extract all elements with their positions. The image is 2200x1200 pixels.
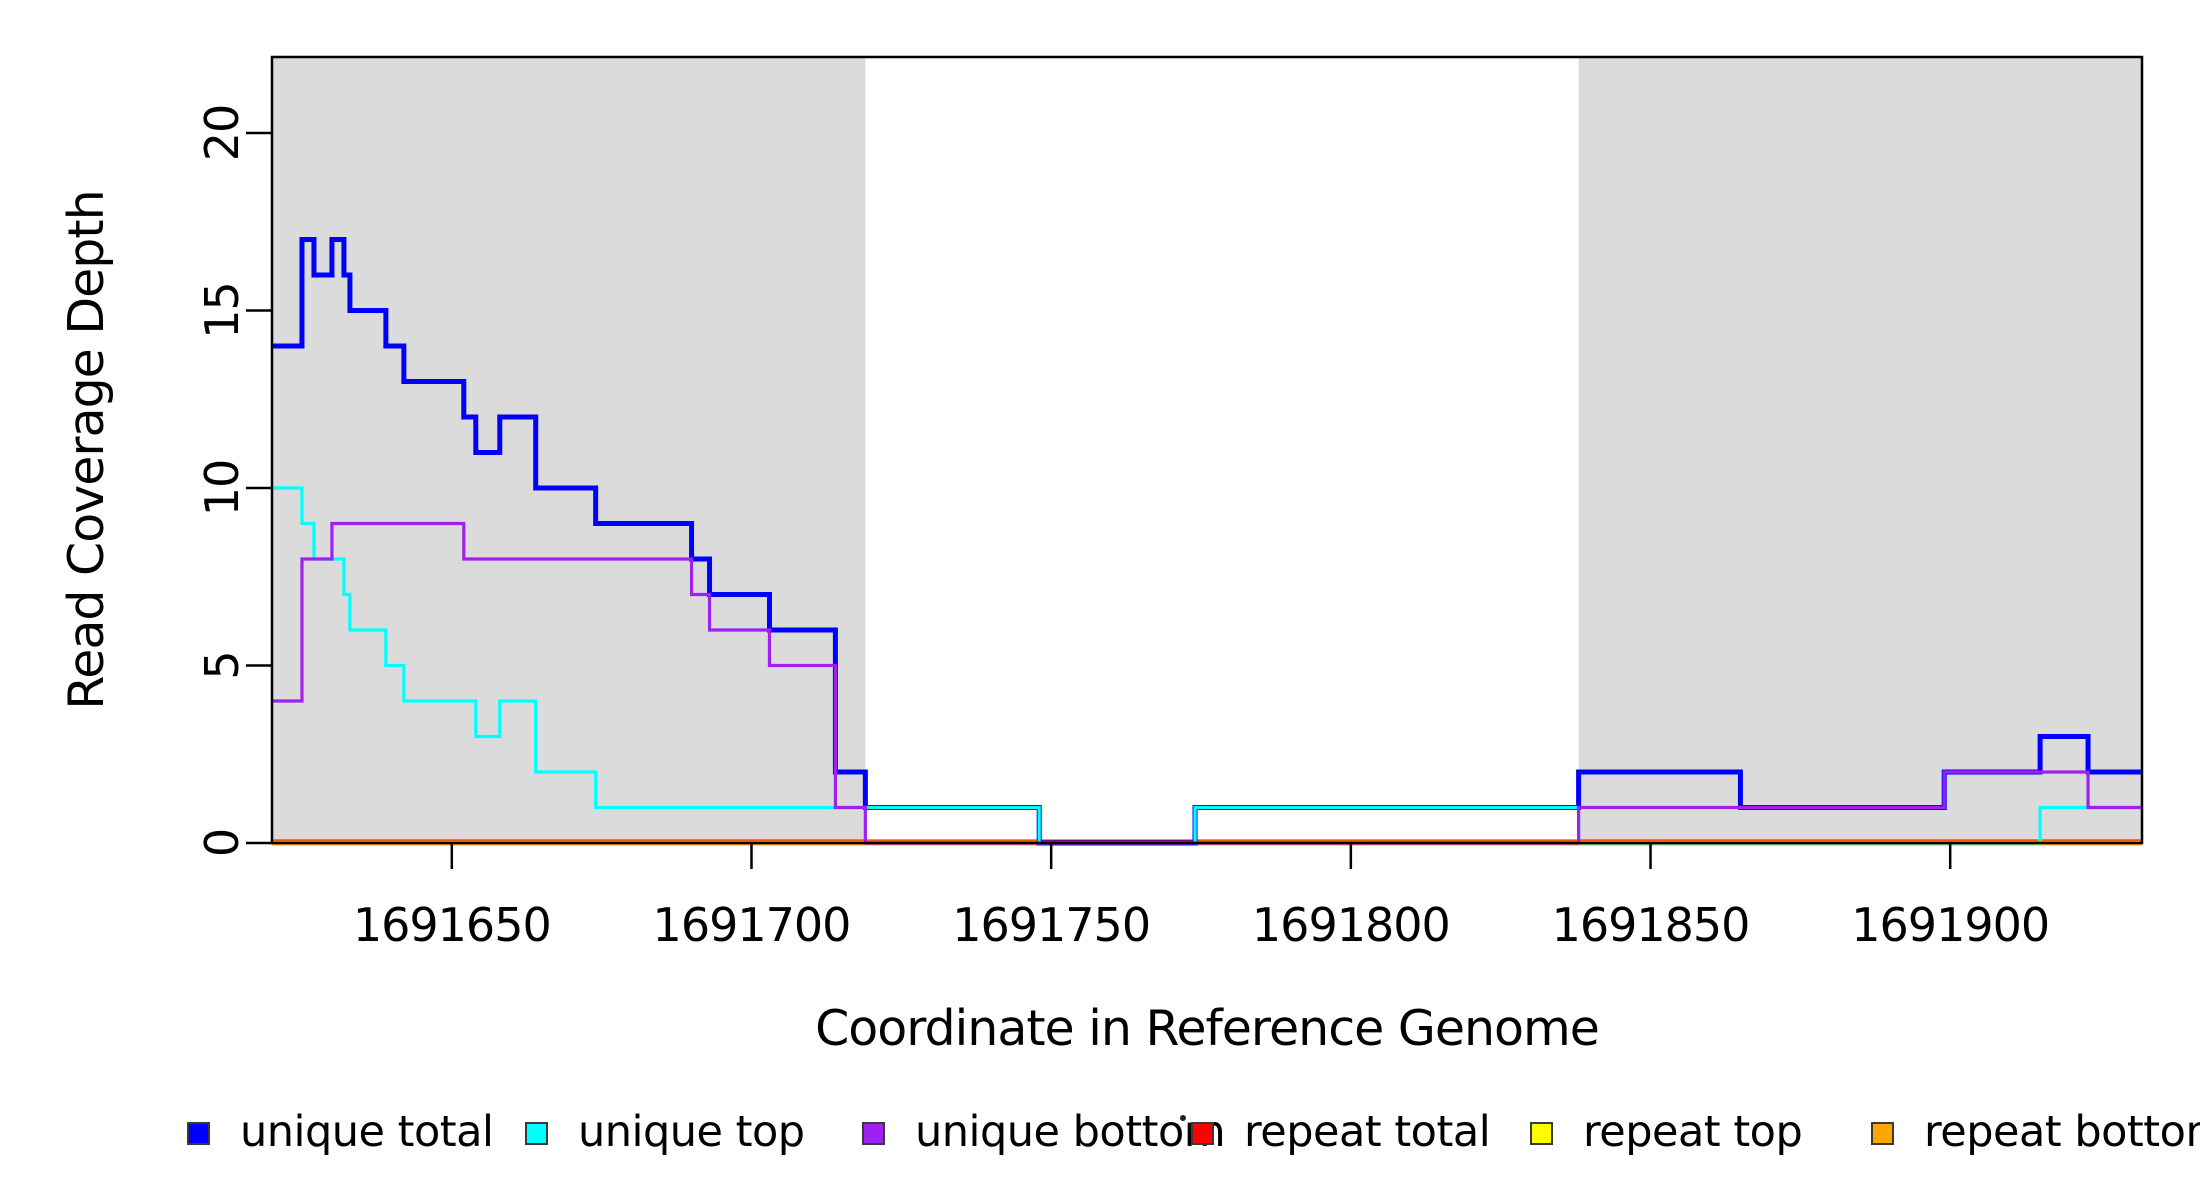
legend-label: unique bottom	[915, 1107, 1225, 1157]
y-tick-label: 20	[195, 105, 249, 162]
legend-label: unique total	[240, 1107, 493, 1157]
x-tick-label: 1691700	[653, 898, 851, 952]
legend-swatch	[1530, 1122, 1553, 1145]
y-tick-label: 0	[195, 829, 249, 857]
plot-frame	[270, 55, 2144, 845]
legend-swatch	[1191, 1122, 1214, 1145]
series-line-unique-total	[272, 236, 2142, 846]
legend: unique total unique top unique bottom repea…	[187, 1107, 2200, 1157]
plot-box	[270, 55, 2144, 845]
legend-item-repeat-top: repeat top	[1530, 1107, 1803, 1157]
stray-point-artifact	[1180, 1115, 1186, 1121]
legend-item-repeat-bottom: repeat bottom	[1871, 1107, 2200, 1157]
x-tick-label: 1691650	[353, 898, 551, 952]
legend-label: unique top	[578, 1107, 805, 1157]
x-axis: 1691650 1691700 1691750 1691800 1691850 16919…	[353, 843, 2050, 952]
series-line-unique-top	[272, 486, 2142, 845]
y-tick-label: 5	[195, 651, 249, 679]
legend-swatch	[862, 1122, 885, 1145]
series-line-unique-bottom	[272, 521, 2142, 845]
y-tick-label: 10	[195, 460, 249, 517]
x-tick-label: 1691750	[952, 898, 1150, 952]
legend-swatch	[525, 1122, 548, 1145]
x-tick-label: 1691800	[1252, 898, 1450, 952]
legend-label: repeat total	[1244, 1107, 1490, 1157]
y-tick-label: 15	[195, 282, 249, 339]
legend-swatch	[187, 1122, 210, 1145]
legend-swatch	[1871, 1122, 1894, 1145]
shaded-regions	[272, 57, 2142, 843]
legend-item-unique-bottom: unique bottom	[862, 1107, 1226, 1157]
y-axis-title: Read Coverage Depth	[58, 190, 115, 709]
x-tick-label: 1691850	[1552, 898, 1750, 952]
legend-label: repeat bottom	[1924, 1107, 2200, 1157]
legend-item-repeat-total: repeat total	[1191, 1107, 1491, 1157]
y-axis: 0 5 10 15 20	[195, 105, 272, 857]
legend-item-unique-total: unique total	[187, 1107, 494, 1157]
legend-label: repeat top	[1583, 1107, 1802, 1157]
legend-item-unique-top: unique top	[525, 1107, 805, 1157]
shaded-region	[1578, 57, 2142, 843]
x-tick-label: 1691900	[1851, 898, 2049, 952]
axis-titles: Coordinate in Reference Genome Read Cover…	[58, 190, 1600, 1057]
x-axis-title: Coordinate in Reference Genome	[815, 1000, 1599, 1057]
shaded-region	[272, 57, 866, 843]
